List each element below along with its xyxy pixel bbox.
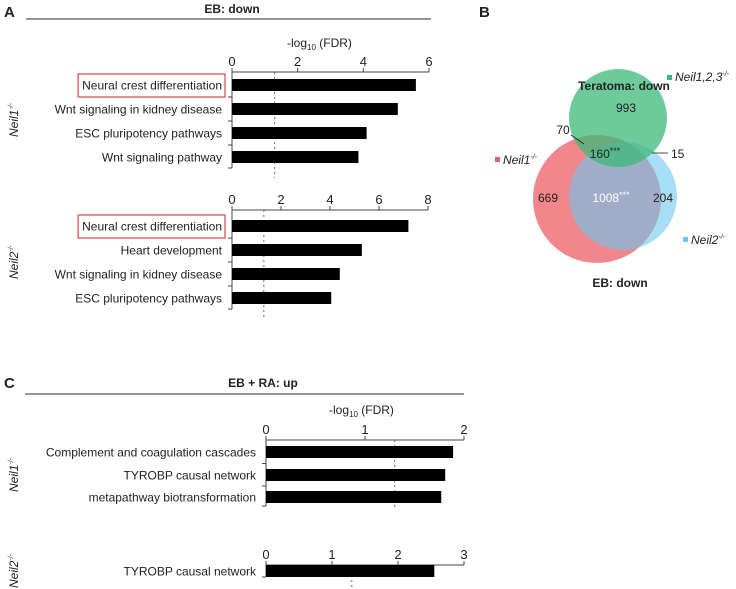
group-label: Neil2-/- [7,553,21,588]
count-teratoma-neil2: 15 [671,147,685,161]
panel-a-title: EB: down [204,2,259,16]
venn-title-bottom: EB: down [592,276,647,290]
bar [232,127,367,139]
x-tick-label: 2 [277,192,284,207]
bar [266,469,446,481]
x-tick-label: 0 [262,422,269,437]
category-label: TYROBP causal network [124,565,257,579]
group-label: Neil1-/- [7,457,21,492]
category-label: Wnt signaling in kidney disease [55,268,223,282]
count-neil2-only: 204 [653,191,673,205]
category-label: Wnt signaling pathway [102,151,222,165]
leader-line-70 [570,134,585,145]
category-label: Wnt signaling in kidney disease [55,103,223,117]
category-label: TYROBP causal network [124,469,257,483]
bar [232,292,332,304]
group-label: Neil1-/- [7,102,21,137]
bar-chart-a-neil2: 0 2 4 6 8 Neural crest differentiation Heart d… [7,192,432,318]
x-tick-label: 1 [328,547,335,562]
highlight-box [77,214,226,239]
category-label: Heart development [121,244,223,258]
category-label: ESC pluripotency pathways [75,292,222,306]
category-label: metapathway biotransformation [89,491,256,505]
category-label: Neural crest differentiation [82,79,222,93]
bar-chart-c-neil1: 0 1 2 Complement and coagulation cascades TY… [7,422,468,510]
venn-circle-neil2 [569,142,677,250]
x-tick-label: 6 [425,54,432,69]
category-label: Neural crest differentiation [82,220,222,234]
bar-charts: 0 2 4 6 Neural crest differentiation Wnt sign… [7,54,468,589]
panel-c-title: EB + RA: up [228,376,298,390]
bar [266,446,454,458]
bar [266,565,435,577]
bar [266,491,442,503]
count-teratoma-neil1: 70 [556,123,570,137]
highlight-box [77,73,226,98]
count-teratoma-only: 993 [616,101,636,115]
bar-chart-c-neil2: 0 1 2 3 TYROBP causal network Neil2-/- [7,547,468,589]
x-tick-label: 1 [361,422,368,437]
category-label: Complement and coagulation cascades [46,446,256,460]
x-tick-label: 8 [424,192,431,207]
venn-circle-neil123 [569,69,667,167]
legend-swatch-neil123 [667,75,672,80]
x-tick-label: 3 [460,547,467,562]
venn-diagram: Teratoma: down EB: down Neil1,2,3-/- Nei… [495,69,730,290]
x-tick-label: 2 [294,54,301,69]
group-label: Neil2-/- [7,244,21,279]
x-tick-label: 0 [262,547,269,562]
panel-label-c: C [4,375,15,392]
bar [232,220,409,232]
x-tick-label: 6 [375,192,382,207]
x-tick-label: 4 [326,192,333,207]
category-label: ESC pluripotency pathways [75,127,222,141]
venn-title-top: Teratoma: down [578,79,670,93]
legend-neil123: Neil1,2,3-/- [675,70,730,84]
x-tick-label: 0 [228,54,235,69]
legend-neil1: Neil1-/- [503,153,538,167]
bar [232,268,340,280]
bar [232,103,398,115]
panel-a-xlabel: -log10 (FDR) [287,36,352,52]
legend-swatch-neil1 [495,157,500,162]
panel-c-xlabel: -log10 (FDR) [329,403,394,419]
count-all-three: 160*** [590,146,621,161]
bar [232,79,416,91]
panel-label-b: B [479,4,490,21]
legend-swatch-neil2 [683,237,688,242]
bar-chart-a-neil1: 0 2 4 6 Neural crest differentiation Wnt sign… [7,54,433,178]
bar [232,244,362,256]
x-tick-label: 2 [394,547,401,562]
x-tick-label: 0 [228,192,235,207]
bar [232,151,359,163]
count-neil1-only: 669 [538,191,558,205]
x-tick-label: 2 [460,422,467,437]
panel-label-a: A [4,4,15,21]
x-tick-label: 4 [360,54,367,69]
legend-neil2: Neil2-/- [691,233,726,247]
count-neil1-neil2: 1008*** [592,190,630,205]
